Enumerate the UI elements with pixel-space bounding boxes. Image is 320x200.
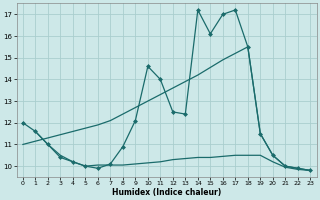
- X-axis label: Humidex (Indice chaleur): Humidex (Indice chaleur): [112, 188, 221, 197]
